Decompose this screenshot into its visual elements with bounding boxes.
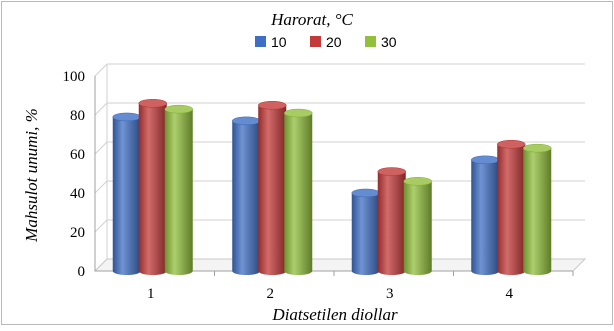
legend-swatch (255, 36, 266, 47)
y-tick-label: 100 (63, 69, 86, 85)
bar (232, 116, 261, 275)
bars (112, 99, 552, 276)
y-tick-label: 0 (78, 264, 86, 280)
bar-top (232, 116, 261, 126)
bar-top (258, 101, 287, 110)
bar-top (112, 112, 141, 122)
chart-title: Harorat, °C (270, 10, 353, 29)
x-tick-labels: 1 2 3 4 (147, 286, 514, 302)
legend-swatch (365, 36, 376, 47)
gridline-depth (94, 102, 108, 116)
bar (284, 108, 313, 275)
x-tick-label: 2 (267, 286, 275, 302)
y-tick-label: 20 (70, 225, 85, 241)
y-tick-label: 60 (70, 147, 85, 163)
bar-body (403, 181, 432, 275)
legend-label: 20 (326, 34, 342, 50)
bar (351, 188, 380, 275)
bar-top (523, 143, 552, 153)
bar-body (377, 171, 406, 275)
y-tick-labels: 0 20 40 60 80 100 (63, 69, 86, 280)
bar (471, 155, 500, 275)
bar-body (112, 116, 141, 275)
bar (258, 101, 287, 275)
bar-top (497, 140, 526, 149)
y-tick-label: 40 (70, 186, 85, 202)
x-tick-label: 4 (506, 286, 514, 302)
y-tick-label: 80 (70, 108, 85, 124)
x-axis-label: Diatsetilen diollar (271, 305, 398, 324)
bar-body (471, 159, 500, 275)
gridline-depth (94, 180, 108, 194)
bar-body (138, 103, 167, 275)
x-tick-label: 1 (147, 286, 155, 302)
bar (112, 112, 141, 275)
legend: 10 20 30 (255, 34, 397, 50)
bar (403, 177, 432, 275)
bar-top (377, 167, 406, 176)
legend-label: 30 (381, 34, 397, 50)
x-tick-label: 3 (386, 286, 394, 302)
bar-top (138, 99, 167, 108)
bar-top (164, 104, 193, 114)
bar-top (403, 177, 432, 186)
bar-body (258, 105, 287, 275)
bar (377, 167, 406, 275)
gridline-depth (94, 141, 108, 155)
bar-body (351, 193, 380, 275)
bar (138, 99, 167, 275)
legend-label: 10 (271, 34, 287, 50)
legend-swatch (310, 36, 321, 47)
bar-top (351, 188, 380, 198)
bar-body (164, 109, 193, 276)
bar (164, 104, 193, 276)
bar (497, 140, 526, 275)
bar-body (284, 113, 313, 275)
gridline-depth (94, 219, 108, 233)
bar-top (284, 108, 313, 118)
gridline-depth (94, 63, 108, 77)
bar-body (497, 144, 526, 275)
bar-body (523, 148, 552, 275)
bar (523, 143, 552, 275)
bar-body (232, 120, 261, 275)
bar-top (471, 155, 500, 165)
y-axis-label: Mahsulot unumi, % (22, 108, 41, 243)
